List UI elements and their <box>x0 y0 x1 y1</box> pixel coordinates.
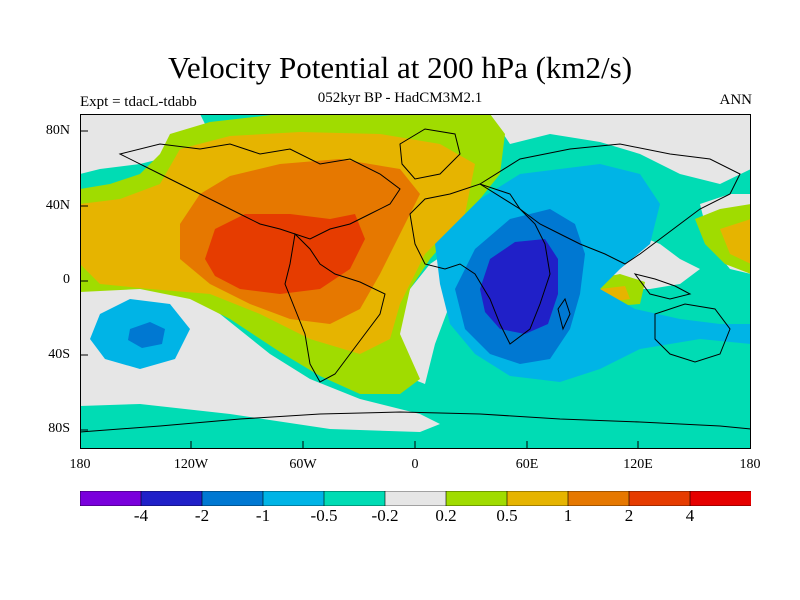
colorbar-level-label: -0.5 <box>310 506 338 525</box>
colorbar-level-label: -4 <box>133 506 149 525</box>
colorbar-level-label: 0.5 <box>496 506 518 525</box>
experiment-label: Expt = tdacL-tdabb <box>80 94 197 110</box>
chart-title: Velocity Potential at 200 hPa (km2/s) <box>167 50 633 85</box>
contour-band-negative-peak <box>480 239 558 334</box>
colorbar-level-label: 4 <box>685 506 695 525</box>
season-label: ANN <box>719 92 753 108</box>
y-tick-label: 80S <box>48 421 70 436</box>
contour-band-negative-moderate <box>128 322 165 348</box>
colorbar-level-label: 2 <box>624 506 634 525</box>
chart-subtitle: 052kyr BP - HadCM3M2.1 <box>317 90 483 106</box>
x-tick-label: 120E <box>623 457 653 472</box>
x-tick-label: 0 <box>411 457 419 472</box>
colorbar-swatch <box>628 491 691 506</box>
colorbar-swatch <box>323 491 386 506</box>
contour-band-near-zero <box>80 114 210 174</box>
y-tick-label: 80N <box>45 123 70 138</box>
colorbar-swatch <box>506 491 569 506</box>
x-tick-label: 60E <box>515 457 539 472</box>
y-tick-label: 40S <box>48 347 70 362</box>
y-tick-label: 0 <box>63 272 70 287</box>
colorbar-level-label: -0.2 <box>371 506 399 525</box>
x-tick-label: 120W <box>173 457 209 472</box>
colorbar-swatch <box>262 491 325 506</box>
colorbar <box>80 491 751 506</box>
contour-band-positive-peak <box>205 214 365 294</box>
axis-ticks <box>80 130 639 449</box>
x-tick-label: 180 <box>739 457 761 472</box>
contour-band-near-zero <box>80 114 751 184</box>
colorbar-swatch <box>567 491 630 506</box>
x-tick-label: 180 <box>69 457 91 472</box>
coastlines <box>80 128 751 433</box>
colorbar-swatch <box>80 491 142 506</box>
contour-band-positive-moderate <box>720 219 751 264</box>
colorbar-swatch <box>445 491 508 506</box>
velocity-potential-map <box>80 114 751 449</box>
colorbar-swatch <box>384 491 447 506</box>
colorbar-level-label: -1 <box>255 506 271 525</box>
y-tick-label: 40N <box>45 198 70 213</box>
colorbar-swatch <box>689 491 751 506</box>
colorbar-level-label: -2 <box>194 506 210 525</box>
x-tick-label: 60W <box>289 457 317 472</box>
colorbar-level-label: 1 <box>563 506 573 525</box>
colorbar-level-label: 0.2 <box>435 506 457 525</box>
colorbar-swatch <box>201 491 264 506</box>
colorbar-swatch <box>140 491 203 506</box>
